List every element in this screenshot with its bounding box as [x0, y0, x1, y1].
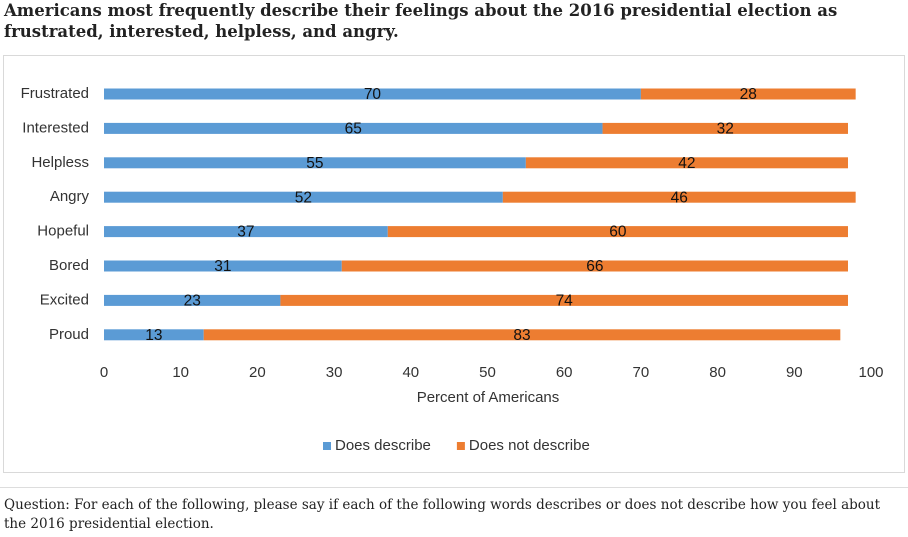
data-label: 42 [678, 155, 695, 172]
bar-segment [525, 157, 848, 169]
data-label: 23 [184, 292, 201, 309]
x-tick-label: 40 [402, 364, 419, 381]
data-label: 70 [364, 86, 382, 103]
data-label: 28 [740, 86, 757, 103]
x-tick-label: 60 [556, 364, 573, 381]
bar-segment [640, 88, 856, 100]
bar-segment [502, 191, 856, 203]
legend-label: Does not describe [469, 437, 590, 454]
x-tick-label: 30 [326, 364, 343, 381]
bar-segment [104, 122, 603, 134]
data-label: 65 [345, 120, 362, 137]
bar-segment [387, 226, 848, 238]
separator [0, 487, 908, 488]
legend-swatch [323, 442, 331, 450]
x-tick-label: 10 [172, 364, 189, 381]
y-tick-label: Proud [49, 326, 89, 343]
legend-label: Does describe [335, 437, 431, 454]
bar-segment [104, 329, 204, 341]
y-tick-label: Interested [22, 119, 89, 136]
bar-segment [203, 329, 841, 341]
data-label: 55 [306, 155, 323, 172]
data-label: 60 [609, 224, 627, 241]
chart: Percent of Americans 0 10 20 30 40 50 60 70 80 90… [3, 55, 905, 473]
y-tick-label: Angry [50, 188, 90, 205]
bar-segment [104, 88, 641, 100]
x-tick-label: 80 [709, 364, 726, 381]
bar-segment [341, 260, 848, 272]
data-label: 46 [671, 189, 688, 206]
y-tick-label: Hopeful [37, 223, 89, 240]
x-tick-label: 0 [100, 364, 108, 381]
data-label: 74 [556, 292, 574, 309]
x-tick-label: 50 [479, 364, 496, 381]
x-tick-label: 90 [786, 364, 803, 381]
y-tick-label: Bored [49, 257, 89, 274]
y-tick-label: Excited [40, 291, 89, 308]
bar-segment [280, 294, 848, 306]
data-label: 13 [145, 327, 162, 344]
legend-swatch [456, 442, 465, 450]
bar-segment [104, 294, 281, 306]
bar-segment [104, 157, 526, 169]
data-label: 37 [237, 224, 254, 241]
footnote: Question: For each of the following, ple… [4, 497, 881, 532]
y-tick-label: Frustrated [21, 85, 89, 102]
bar-segment [104, 191, 503, 203]
y-tick-label: Helpless [31, 154, 89, 171]
x-axis-label: Percent of Americans [417, 389, 560, 406]
data-label: 32 [717, 120, 734, 137]
x-tick-label: 100 [858, 364, 883, 381]
chart-frame [3, 55, 905, 473]
data-label: 31 [214, 258, 231, 275]
x-tick-label: 20 [249, 364, 266, 381]
data-label: 83 [513, 327, 530, 344]
data-label: 52 [295, 189, 312, 206]
x-tick-label: 70 [633, 364, 650, 381]
chart-title: Americans most frequently describe their… [4, 1, 838, 41]
bar-segment [104, 226, 388, 238]
bar-segment [602, 122, 848, 134]
data-label: 66 [586, 258, 603, 275]
bar-segment [104, 260, 342, 272]
